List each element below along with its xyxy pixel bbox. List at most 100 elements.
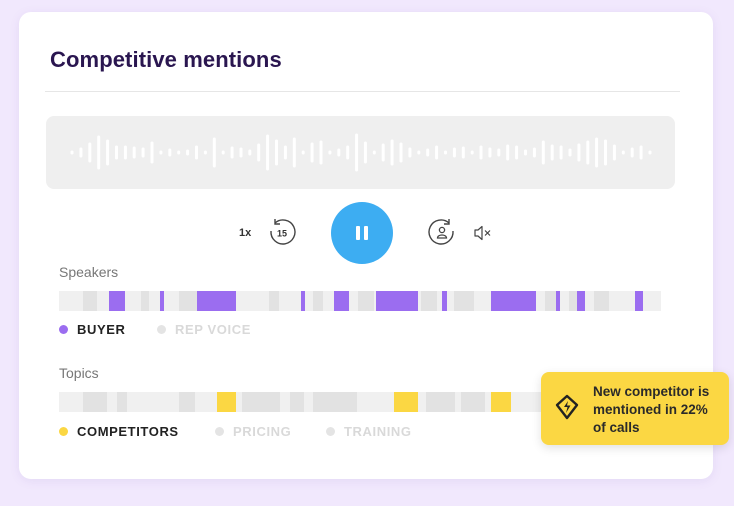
waveform-bar <box>621 150 625 155</box>
waveform-bar <box>123 145 127 160</box>
topic-legend-competitors[interactable]: COMPETITORS <box>59 424 179 439</box>
waveform-bar <box>390 139 394 166</box>
topic-segment-other <box>83 392 107 412</box>
waveform-bar <box>310 142 314 163</box>
toast-message: New competitor is mentioned in 22% of ca… <box>593 384 710 435</box>
rewind-15-icon[interactable]: 15 <box>265 216 299 250</box>
speaker-skip-icon[interactable] <box>425 216 459 250</box>
mute-icon[interactable] <box>473 224 493 242</box>
competitor-insight-toast: New competitor is mentioned in 22% of ca… <box>541 372 729 445</box>
waveform-bar <box>328 150 332 155</box>
speaker-legend-buyer[interactable]: BUYER <box>59 322 126 337</box>
waveform-bar <box>301 150 305 155</box>
waveform-bar <box>346 145 350 160</box>
waveform-bar <box>88 142 92 163</box>
waveform-bar <box>586 140 590 165</box>
speaker-segment-other <box>569 291 577 311</box>
waveform-graphic <box>70 133 652 172</box>
waveform-bar <box>417 150 421 155</box>
topic-segment-other <box>117 392 127 412</box>
topic-segment-other <box>313 392 357 412</box>
speaker-segment-other <box>313 291 323 311</box>
waveform-bar <box>177 150 181 155</box>
speaker-segment-active <box>109 291 125 311</box>
waveform-bar <box>452 147 456 158</box>
waveform-bar <box>106 139 110 166</box>
speaker-segment-other <box>269 291 279 311</box>
waveform-bar <box>568 148 572 157</box>
speaker-segment-active <box>197 291 236 311</box>
speaker-segment-other <box>358 291 374 311</box>
waveform-bar <box>150 141 154 164</box>
topic-segment-active <box>491 392 511 412</box>
waveform-bar <box>470 150 474 155</box>
waveform-bar <box>79 147 83 158</box>
speaker-segment-other <box>421 291 437 311</box>
waveform-bar <box>97 135 101 170</box>
legend-dot-icon <box>59 325 68 334</box>
waveform-bar <box>363 141 367 164</box>
speaker-segment-active <box>334 291 349 311</box>
waveform-bar <box>408 147 412 158</box>
speaker-legend-rep-voice[interactable]: REP VOICE <box>157 322 251 337</box>
waveform-bar <box>203 150 207 155</box>
speaker-segment-other <box>454 291 474 311</box>
waveform-bar <box>648 150 652 155</box>
waveform-bar <box>266 134 270 171</box>
waveform-bar <box>604 139 607 166</box>
speaker-segment-active <box>301 291 305 311</box>
speakers-label: Speakers <box>59 264 119 280</box>
waveform-bar <box>541 140 545 165</box>
speaker-segment-other <box>83 291 97 311</box>
waveform-bar <box>381 143 385 162</box>
topic-timeline[interactable] <box>59 392 661 412</box>
waveform-bar <box>524 149 527 156</box>
legend-label: PRICING <box>233 424 292 439</box>
waveform-bar <box>577 143 581 162</box>
speaker-segment-other <box>179 291 197 311</box>
waveform-bar <box>506 144 510 161</box>
waveform-bar <box>132 146 136 159</box>
speaker-segment-other <box>141 291 149 311</box>
waveform-bar <box>639 145 643 160</box>
waveform-bar <box>479 145 483 160</box>
waveform-bar <box>248 149 252 156</box>
waveform-bar <box>275 139 278 166</box>
audio-waveform[interactable] <box>46 116 675 189</box>
card-title: Competitive mentions <box>50 47 282 72</box>
waveform-bar <box>461 146 465 159</box>
waveform-bar <box>159 150 163 155</box>
waveform-bar <box>595 137 599 168</box>
waveform-bar <box>372 150 376 155</box>
lightning-shield-icon <box>555 394 579 425</box>
speaker-segment-other <box>545 291 557 311</box>
topic-legend-pricing[interactable]: PRICING <box>215 424 291 439</box>
title-divider <box>45 91 680 92</box>
topic-legend-training[interactable]: TRAINING <box>326 424 412 439</box>
waveform-bar <box>497 148 501 157</box>
speaker-segment-other <box>594 291 609 311</box>
legend-dot-icon <box>215 427 224 436</box>
topic-segment-other <box>242 392 280 412</box>
waveform-bar <box>283 145 287 160</box>
waveform-bar <box>435 145 439 160</box>
topics-label: Topics <box>59 365 99 381</box>
waveform-bar <box>355 133 359 172</box>
waveform-bar <box>319 140 323 165</box>
speaker-timeline[interactable] <box>59 291 661 311</box>
waveform-bar <box>292 137 296 168</box>
waveform-bar <box>70 150 74 155</box>
speaker-segment-active <box>160 291 164 311</box>
legend-label: TRAINING <box>344 424 412 439</box>
rewind-seconds-label: 15 <box>277 229 287 239</box>
speaker-segment-active <box>442 291 447 311</box>
waveform-bar <box>532 147 536 158</box>
topic-segment-active <box>394 392 418 412</box>
waveform-bar <box>257 143 261 162</box>
playback-controls: 1x 15 <box>19 202 713 264</box>
topic-segment-other <box>290 392 304 412</box>
playback-speed-button[interactable]: 1x <box>239 227 252 239</box>
topic-segment-other <box>426 392 455 412</box>
speaker-segment-active <box>376 291 418 311</box>
pause-button[interactable] <box>331 202 393 264</box>
